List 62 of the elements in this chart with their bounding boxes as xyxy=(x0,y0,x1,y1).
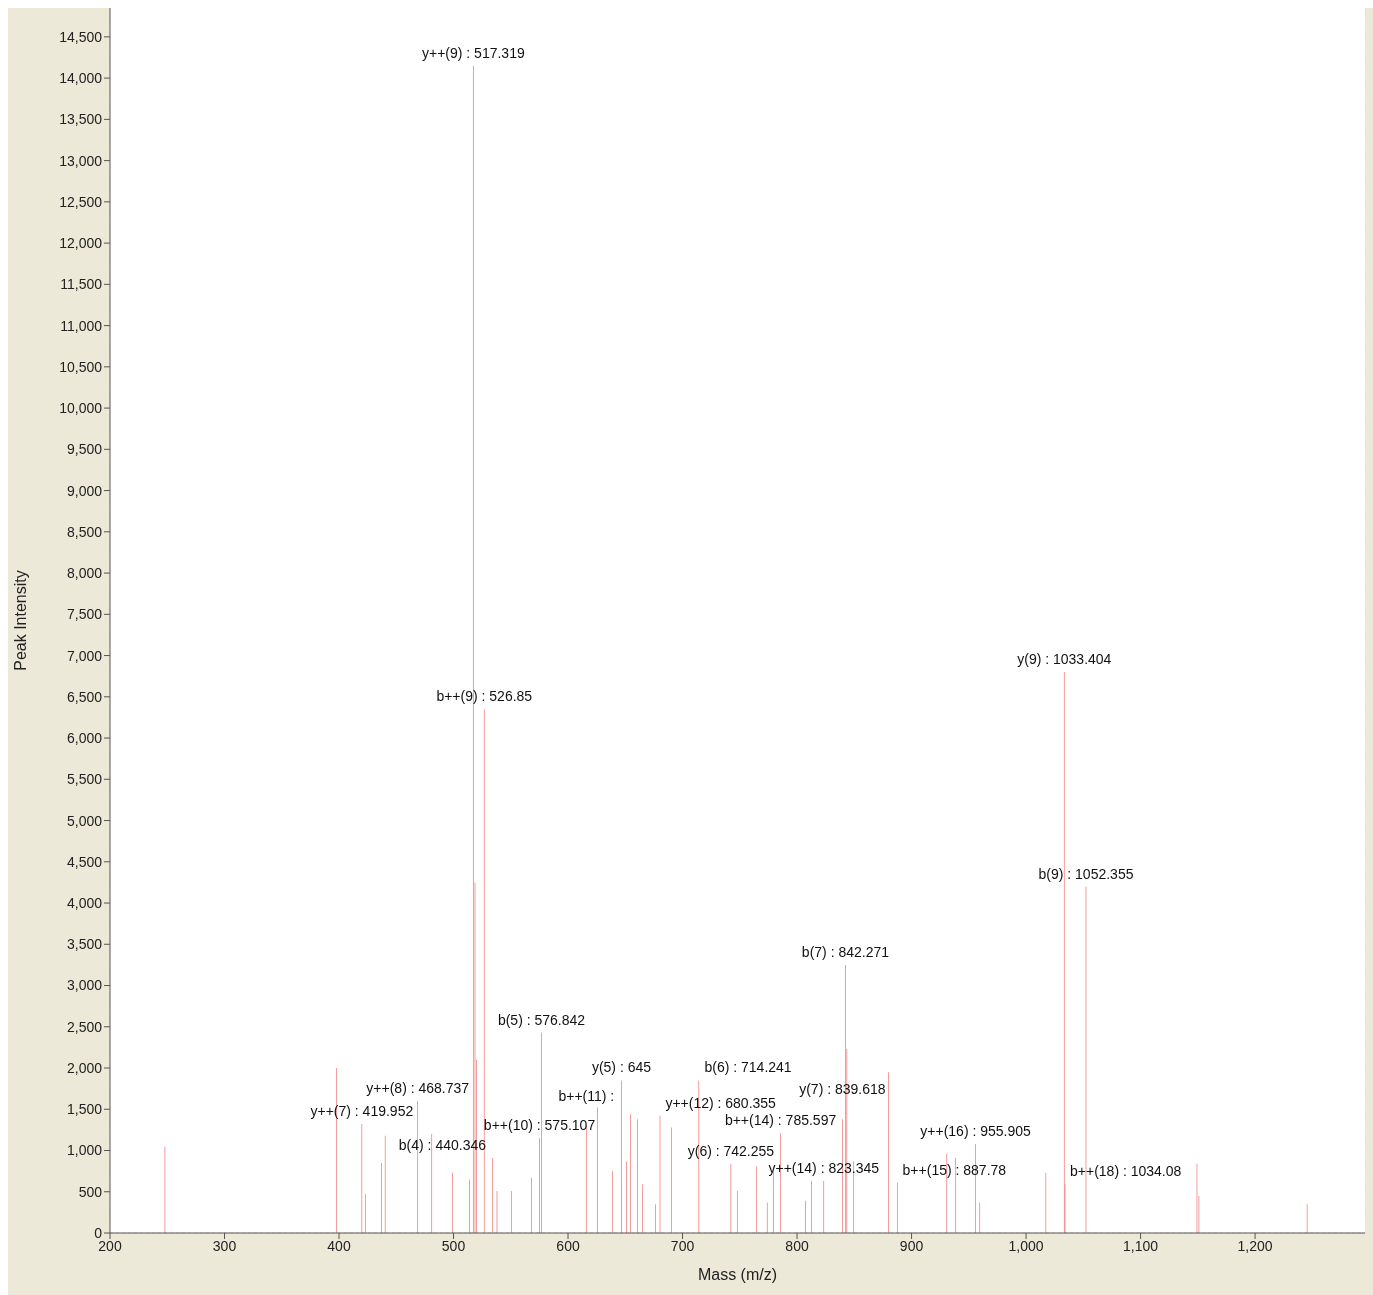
y-tick-label: 7,000 xyxy=(66,647,103,664)
x-tick-label: 1,100 xyxy=(1123,1237,1159,1254)
y-tick-label: 12,500 xyxy=(59,193,103,210)
annotation: b++(9) : 526.85 xyxy=(436,688,533,705)
y-tick-label: 8,500 xyxy=(66,523,103,540)
y-tick-label: 2,000 xyxy=(66,1059,103,1076)
y-tick-label: 3,500 xyxy=(66,936,103,953)
y-tick-label: 10,500 xyxy=(59,358,103,375)
annotation: b++(15) : 887.78 xyxy=(902,1161,1007,1178)
y-tick-label: 9,000 xyxy=(66,482,103,499)
y-tick-label: 3,000 xyxy=(66,977,103,994)
x-tick-label: 1,200 xyxy=(1237,1237,1273,1254)
annotation: y(9) : 1033.404 xyxy=(1017,651,1112,668)
y-tick-label: 14,000 xyxy=(59,70,103,87)
annotation: y++(16) : 955.905 xyxy=(920,1122,1032,1139)
y-tick-label: 12,000 xyxy=(59,235,103,252)
annotation: b++(11) : xyxy=(558,1087,615,1104)
y-tick-label: 6,000 xyxy=(66,730,103,747)
annotation: b(4) : 440.346 xyxy=(398,1136,487,1153)
y-tick-label: 13,500 xyxy=(59,111,103,128)
x-tick-label: 600 xyxy=(556,1237,580,1254)
annotation: y(6) : 742.255 xyxy=(687,1142,775,1159)
annotation: b++(14) : 785.597 xyxy=(724,1112,837,1129)
x-axis-title: Mass (m/z) xyxy=(697,1266,778,1283)
y-tick-label: 13,000 xyxy=(59,152,103,169)
x-tick-label: 300 xyxy=(212,1237,237,1254)
annotation: b(5) : 576.842 xyxy=(497,1011,586,1028)
y-tick-label: 1,000 xyxy=(66,1142,103,1159)
y-tick-label: 500 xyxy=(78,1183,103,1200)
y-tick-label: 11,500 xyxy=(60,276,103,293)
annotation: y++(12) : 680.355 xyxy=(665,1094,777,1111)
y-tick-label: 7,500 xyxy=(66,606,103,623)
y-tick-label: 11,000 xyxy=(60,317,103,334)
annotation: y++(9) : 517.319 xyxy=(421,44,525,61)
x-tick-label: 800 xyxy=(785,1237,809,1254)
y-tick-label: 2,500 xyxy=(66,1018,103,1035)
y-tick-label: 1,500 xyxy=(66,1101,103,1118)
annotation: y++(7) : 419.952 xyxy=(310,1103,414,1120)
annotation: y++(14) : 823.345 xyxy=(768,1160,880,1177)
y-tick-label: 8,000 xyxy=(66,565,103,582)
annotation: b(6) : 714.241 xyxy=(704,1059,792,1076)
annotation: b(9) : 1052.355 xyxy=(1038,865,1134,882)
y-tick-label: 14,500 xyxy=(59,28,103,45)
x-tick-label: 500 xyxy=(441,1237,466,1254)
annotation: b++(18) : 1034.08 xyxy=(1070,1163,1182,1180)
annotation: y++(8) : 468.737 xyxy=(366,1080,470,1097)
y-tick-label: 9,500 xyxy=(66,441,103,458)
y-tick-label: 5,500 xyxy=(66,771,103,788)
x-tick-label: 400 xyxy=(327,1237,351,1254)
y-tick-label: 6,500 xyxy=(66,688,103,705)
annotation: y(7) : 839.618 xyxy=(799,1081,886,1098)
x-tick-label: 900 xyxy=(899,1237,924,1254)
y-tick-label: 4,500 xyxy=(66,853,103,870)
y-tick-label: 10,000 xyxy=(59,400,103,417)
y-axis-title: Peak Intensity xyxy=(11,570,29,671)
annotation: y(5) : 645 xyxy=(591,1059,652,1076)
annotation: b++(10) : 575.107 xyxy=(483,1117,596,1134)
x-tick-label: 700 xyxy=(670,1237,695,1254)
y-tick-label: 5,000 xyxy=(66,812,103,829)
x-tick-label: 1,000 xyxy=(1008,1237,1044,1254)
annotation: b(7) : 842.271 xyxy=(801,943,890,960)
y-tick-label: 4,000 xyxy=(66,895,103,911)
